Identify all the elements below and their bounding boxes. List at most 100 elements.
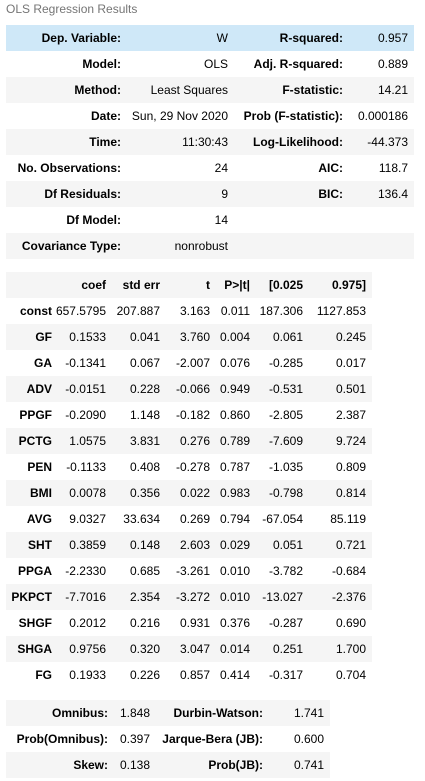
coef-value: 3.760: [164, 324, 214, 350]
coef-value: 2.603: [164, 532, 214, 558]
coef-value: 0.376: [219, 616, 250, 630]
coef-value: 0.787: [219, 460, 250, 474]
coef-value: 0.789: [214, 428, 254, 454]
coef-value: 0.251: [254, 636, 307, 662]
summary-stat-value: [349, 233, 414, 259]
coef-value: 0.067: [129, 356, 160, 370]
summary-stat-value: [349, 207, 414, 233]
coef-value: 0.1533: [55, 324, 110, 350]
coef-value: -0.182: [175, 408, 210, 422]
diagnostic-label: Skew:: [6, 752, 112, 778]
summary-label: Method:: [6, 77, 124, 103]
coef-value: -0.285: [268, 356, 303, 370]
coef-value: 0.1933: [69, 668, 106, 682]
coef-variable-name: SHGA: [6, 636, 55, 662]
coef-value: 0.857: [179, 668, 210, 682]
coef-variable-name: PKPCT: [6, 584, 55, 610]
coef-value: 0.501: [307, 376, 372, 402]
coef-value: -0.531: [254, 376, 307, 402]
coef-value: 0.004: [214, 324, 254, 350]
diagnostic-value: 1.741: [269, 700, 330, 726]
coef-value: 1127.853: [316, 304, 366, 318]
diagnostic-row: Skew: 0.138 Prob(JB): 0.741: [6, 752, 330, 778]
coef-value: 657.5795: [55, 304, 106, 318]
diagnostic-label: Prob(JB):: [155, 752, 269, 778]
coef-value: 0.148: [110, 532, 164, 558]
coef-value: 0.0078: [55, 480, 110, 506]
coef-row: AVG 9.0327 33.634 0.269 0.794 -67.054 85.119: [6, 506, 372, 532]
coef-value: 0.226: [129, 668, 160, 682]
coef-value: 0.983: [214, 480, 254, 506]
coef-row: GA -0.1341 0.067 -2.007 0.076 -0.285 0.017: [6, 350, 372, 376]
coef-value: -3.272: [164, 584, 214, 610]
coef-variable-name: PPGF: [19, 408, 52, 422]
coef-row: GF 0.1533 0.041 3.760 0.004 0.061 0.245: [6, 324, 372, 350]
diagnostic-label: Prob(Omnibus):: [16, 732, 108, 746]
coef-value: 0.022: [164, 480, 214, 506]
coef-value: 0.276: [164, 428, 214, 454]
coef-value: 0.061: [254, 324, 307, 350]
diagnostic-value: 0.741: [269, 752, 330, 778]
summary-stat-label: BIC:: [234, 181, 349, 207]
summary-value: OLS: [203, 57, 228, 71]
coef-value: 0.721: [307, 532, 372, 558]
summary-label: Df Residuals:: [6, 181, 124, 207]
diagnostic-row: Omnibus: 1.848 Durbin-Watson: 1.741: [6, 700, 330, 726]
summary-row: Covariance Type: nonrobust: [6, 233, 414, 259]
coef-value: -2.376: [307, 584, 372, 610]
coef-value: -0.2090: [65, 408, 106, 422]
diagnostic-label: Jarque-Bera (JB):: [162, 732, 263, 746]
coef-header-row: coef std err t P>|t| [0.025 0.975]: [6, 272, 372, 298]
summary-label: Dep. Variable:: [6, 25, 124, 51]
summary-label: Covariance Type:: [6, 233, 124, 259]
coef-variable-name: SHT: [6, 532, 55, 558]
coef-value: 33.634: [123, 512, 160, 526]
summary-stat-value: -44.373: [349, 129, 414, 155]
summary-value: W: [124, 25, 234, 51]
summary-row: Df Model: 14: [6, 207, 414, 233]
coef-value: -0.0151: [55, 376, 110, 402]
coef-value: 0.228: [110, 376, 164, 402]
coef-row: SHGA 0.9756 0.320 3.047 0.014 0.251 1.700: [6, 636, 372, 662]
coef-column-header: t: [164, 272, 214, 298]
summary-value: nonrobust: [124, 233, 234, 259]
coef-value: 0.076: [219, 356, 250, 370]
coef-row: SHGF 0.2012 0.216 0.931 0.376 -0.287 0.690: [6, 610, 372, 636]
coef-value: -0.1133: [66, 460, 106, 474]
summary-stat-label: Adj. R-squared:: [253, 57, 343, 71]
coef-row: PPGF -0.2090 1.148 -0.182 0.860 -2.805 2.387: [6, 402, 372, 428]
summary-stat-value: 0.957: [349, 25, 414, 51]
coef-value: -0.1341: [65, 356, 106, 370]
coef-value: -0.317: [268, 668, 303, 682]
diagnostic-value: 0.600: [293, 732, 324, 746]
coef-value: 9.724: [307, 428, 372, 454]
coef-value: -3.782: [268, 564, 303, 578]
coef-value: 0.408: [129, 460, 160, 474]
coef-value: 3.831: [110, 428, 164, 454]
summary-value: 14: [214, 213, 228, 227]
coef-value: -2.805: [268, 408, 303, 422]
summary-label: No. Observations:: [17, 161, 121, 175]
coef-value: -67.054: [262, 512, 303, 526]
coef-value: -7.7016: [55, 584, 110, 610]
summary-row: Model: OLS Adj. R-squared: 0.889: [6, 51, 414, 77]
summary-stat-value: 136.4: [349, 181, 414, 207]
coef-row: FG 0.1933 0.226 0.857 0.414 -0.317 0.704: [6, 662, 372, 688]
coef-value: 0.356: [110, 480, 164, 506]
coef-variable-name: ADV: [6, 376, 55, 402]
coef-value: 3.047: [164, 636, 214, 662]
coef-row: BMI 0.0078 0.356 0.022 0.983 -0.798 0.814: [6, 480, 372, 506]
diagnostics-table: Omnibus: 1.848 Durbin-Watson: 1.741 Prob(Omn…: [6, 700, 330, 778]
coef-value: 85.119: [330, 512, 366, 526]
coef-value: 0.9756: [55, 636, 110, 662]
coef-variable-name: GA: [34, 356, 52, 370]
coef-value: 2.354: [110, 584, 164, 610]
coef-variable-name: AVG: [26, 512, 52, 526]
summary-label: Df Model:: [66, 213, 121, 227]
summary-row: Time: 11:30:43 Log-Likelihood: -44.373: [6, 129, 414, 155]
coef-variable-name: GF: [6, 324, 55, 350]
coef-variable-name: FG: [35, 668, 52, 682]
coef-value: 9.0327: [69, 512, 106, 526]
summary-value: 9: [124, 181, 234, 207]
summary-row: Dep. Variable: W R-squared: 0.957: [6, 25, 414, 51]
